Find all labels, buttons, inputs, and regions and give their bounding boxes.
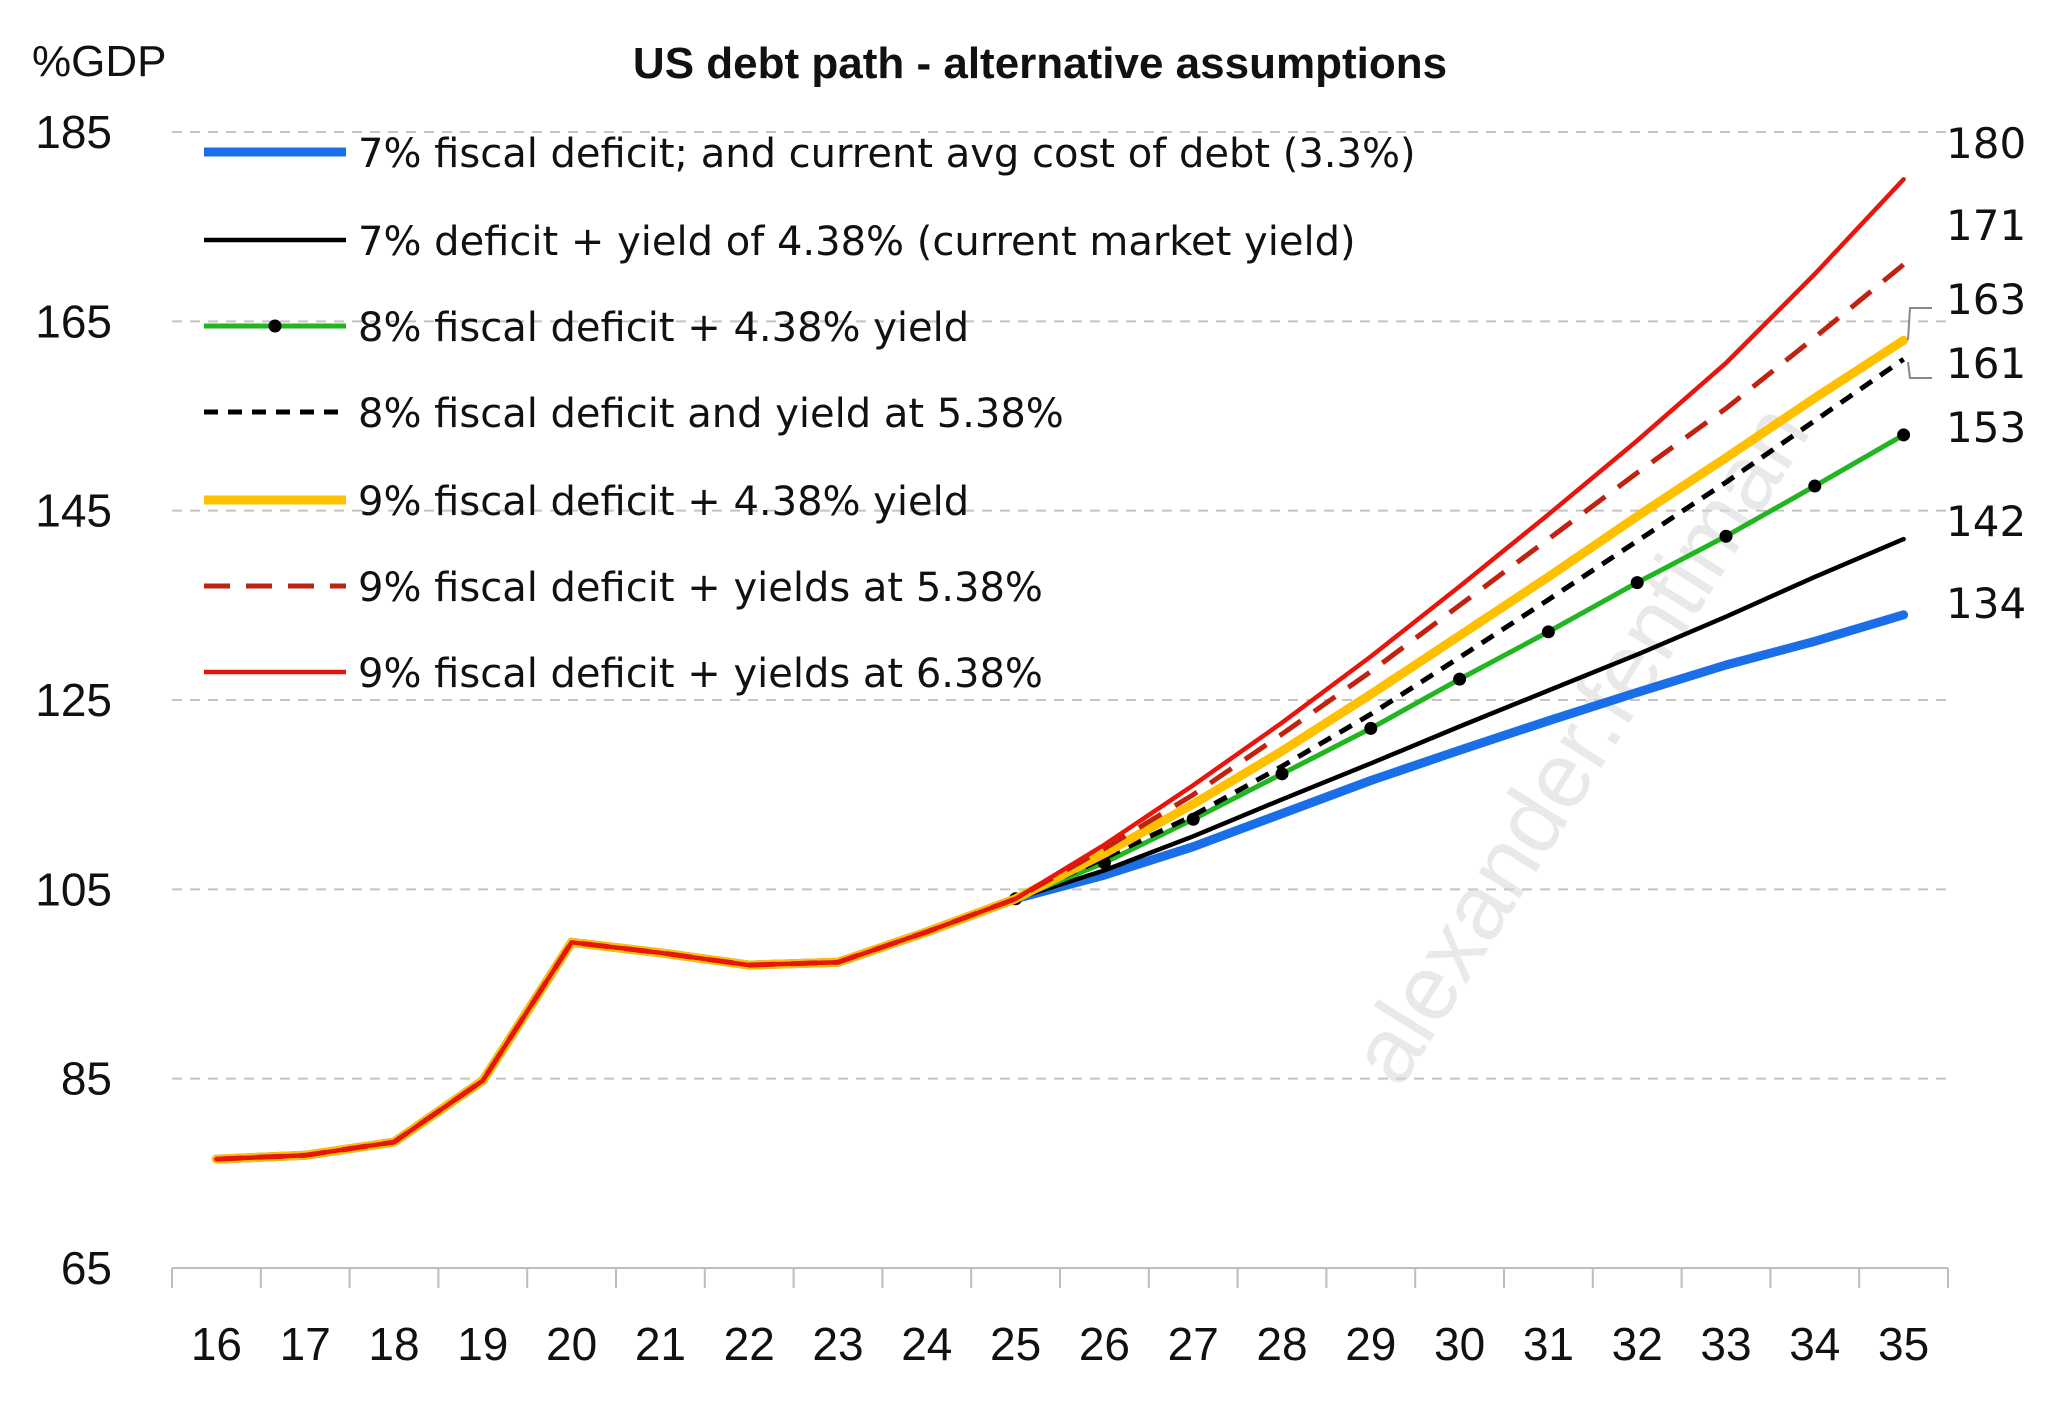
series-marker bbox=[1808, 479, 1822, 493]
series-marker bbox=[1630, 576, 1644, 590]
x-tick-label: 30 bbox=[1434, 1318, 1485, 1370]
x-tick-label: 24 bbox=[901, 1318, 952, 1370]
legend: 7% fiscal deficit; and current avg cost … bbox=[204, 131, 1416, 697]
x-tick-label: 16 bbox=[191, 1318, 242, 1370]
end-labels: 180 171 163 161 153 142 134 bbox=[1907, 119, 2026, 628]
legend-label-2: 7% deficit + yield of 4.38% (current mar… bbox=[358, 219, 1356, 265]
x-tick-label: 28 bbox=[1256, 1318, 1307, 1370]
legend-label-6: 9% fiscal deficit + yields at 5.38% bbox=[358, 565, 1043, 611]
x-tick-label: 31 bbox=[1523, 1318, 1574, 1370]
series-marker bbox=[1275, 767, 1289, 781]
series-lines bbox=[211, 177, 1911, 1164]
grid-lines bbox=[172, 131, 1948, 1080]
y-tick-label: 65 bbox=[61, 1242, 112, 1294]
legend-label-7: 9% fiscal deficit + yields at 6.38% bbox=[358, 651, 1043, 697]
y-tick-label: 145 bbox=[35, 485, 112, 537]
end-label: 134 bbox=[1946, 579, 2026, 628]
series-marker bbox=[1541, 625, 1555, 639]
end-label: 153 bbox=[1946, 403, 2026, 452]
x-tick-label: 32 bbox=[1612, 1318, 1663, 1370]
series-marker bbox=[1897, 428, 1911, 442]
legend-marker bbox=[268, 319, 282, 333]
y-tick-label: 165 bbox=[35, 295, 112, 347]
x-tick-label: 35 bbox=[1878, 1318, 1929, 1370]
series-line-7 bbox=[214, 177, 1906, 1162]
x-tick-label: 25 bbox=[990, 1318, 1041, 1370]
series-line-5 bbox=[211, 335, 1909, 1164]
end-label: 180 bbox=[1946, 119, 2026, 168]
legend-label-1: 7% fiscal deficit; and current avg cost … bbox=[358, 131, 1416, 177]
end-label: 171 bbox=[1946, 201, 2026, 250]
y-tick-label: 85 bbox=[61, 1053, 112, 1105]
chart-title: US debt path - alternative assumptions bbox=[633, 39, 1447, 88]
y-axis-label: %GDP bbox=[32, 37, 166, 86]
y-tick-label: 185 bbox=[35, 106, 112, 158]
x-tick-label: 22 bbox=[724, 1318, 775, 1370]
x-tick-label: 26 bbox=[1079, 1318, 1130, 1370]
x-tick-label: 21 bbox=[635, 1318, 686, 1370]
x-tick-label: 17 bbox=[280, 1318, 331, 1370]
x-tick-label: 33 bbox=[1700, 1318, 1751, 1370]
x-tick-label: 29 bbox=[1345, 1318, 1396, 1370]
x-tick-label: 19 bbox=[457, 1318, 508, 1370]
leader-line bbox=[1907, 361, 1932, 379]
legend-label-5: 9% fiscal deficit + 4.38% yield bbox=[358, 479, 969, 525]
legend-label-3: 8% fiscal deficit + 4.38% yield bbox=[358, 305, 969, 351]
end-label: 142 bbox=[1946, 497, 2026, 546]
x-tick-label: 20 bbox=[546, 1318, 597, 1370]
legend-label-4: 8% fiscal deficit and yield at 5.38% bbox=[358, 391, 1064, 437]
y-tick-label: 105 bbox=[35, 863, 112, 915]
x-tick-labels: 16 17 18 19 20 21 22 23 24 25 26 27 28 29 30 31 32 33 34 35 bbox=[191, 1318, 1929, 1370]
series-marker bbox=[1719, 529, 1733, 543]
leader-line bbox=[1907, 307, 1932, 341]
end-label: 163 bbox=[1946, 275, 2026, 324]
y-tick-labels: 65 85 105 125 145 165 185 bbox=[35, 106, 112, 1294]
y-tick-label: 125 bbox=[35, 674, 112, 726]
x-tick-label: 23 bbox=[812, 1318, 863, 1370]
end-label: 161 bbox=[1946, 339, 2026, 388]
x-tick-label: 27 bbox=[1168, 1318, 1219, 1370]
series-marker bbox=[1453, 672, 1467, 686]
watermark: alexander.fentiman bbox=[1330, 387, 1828, 1100]
x-tick-label: 34 bbox=[1789, 1318, 1840, 1370]
x-tick-label: 18 bbox=[368, 1318, 419, 1370]
series-marker bbox=[1364, 721, 1378, 735]
x-axis bbox=[171, 1267, 1949, 1288]
